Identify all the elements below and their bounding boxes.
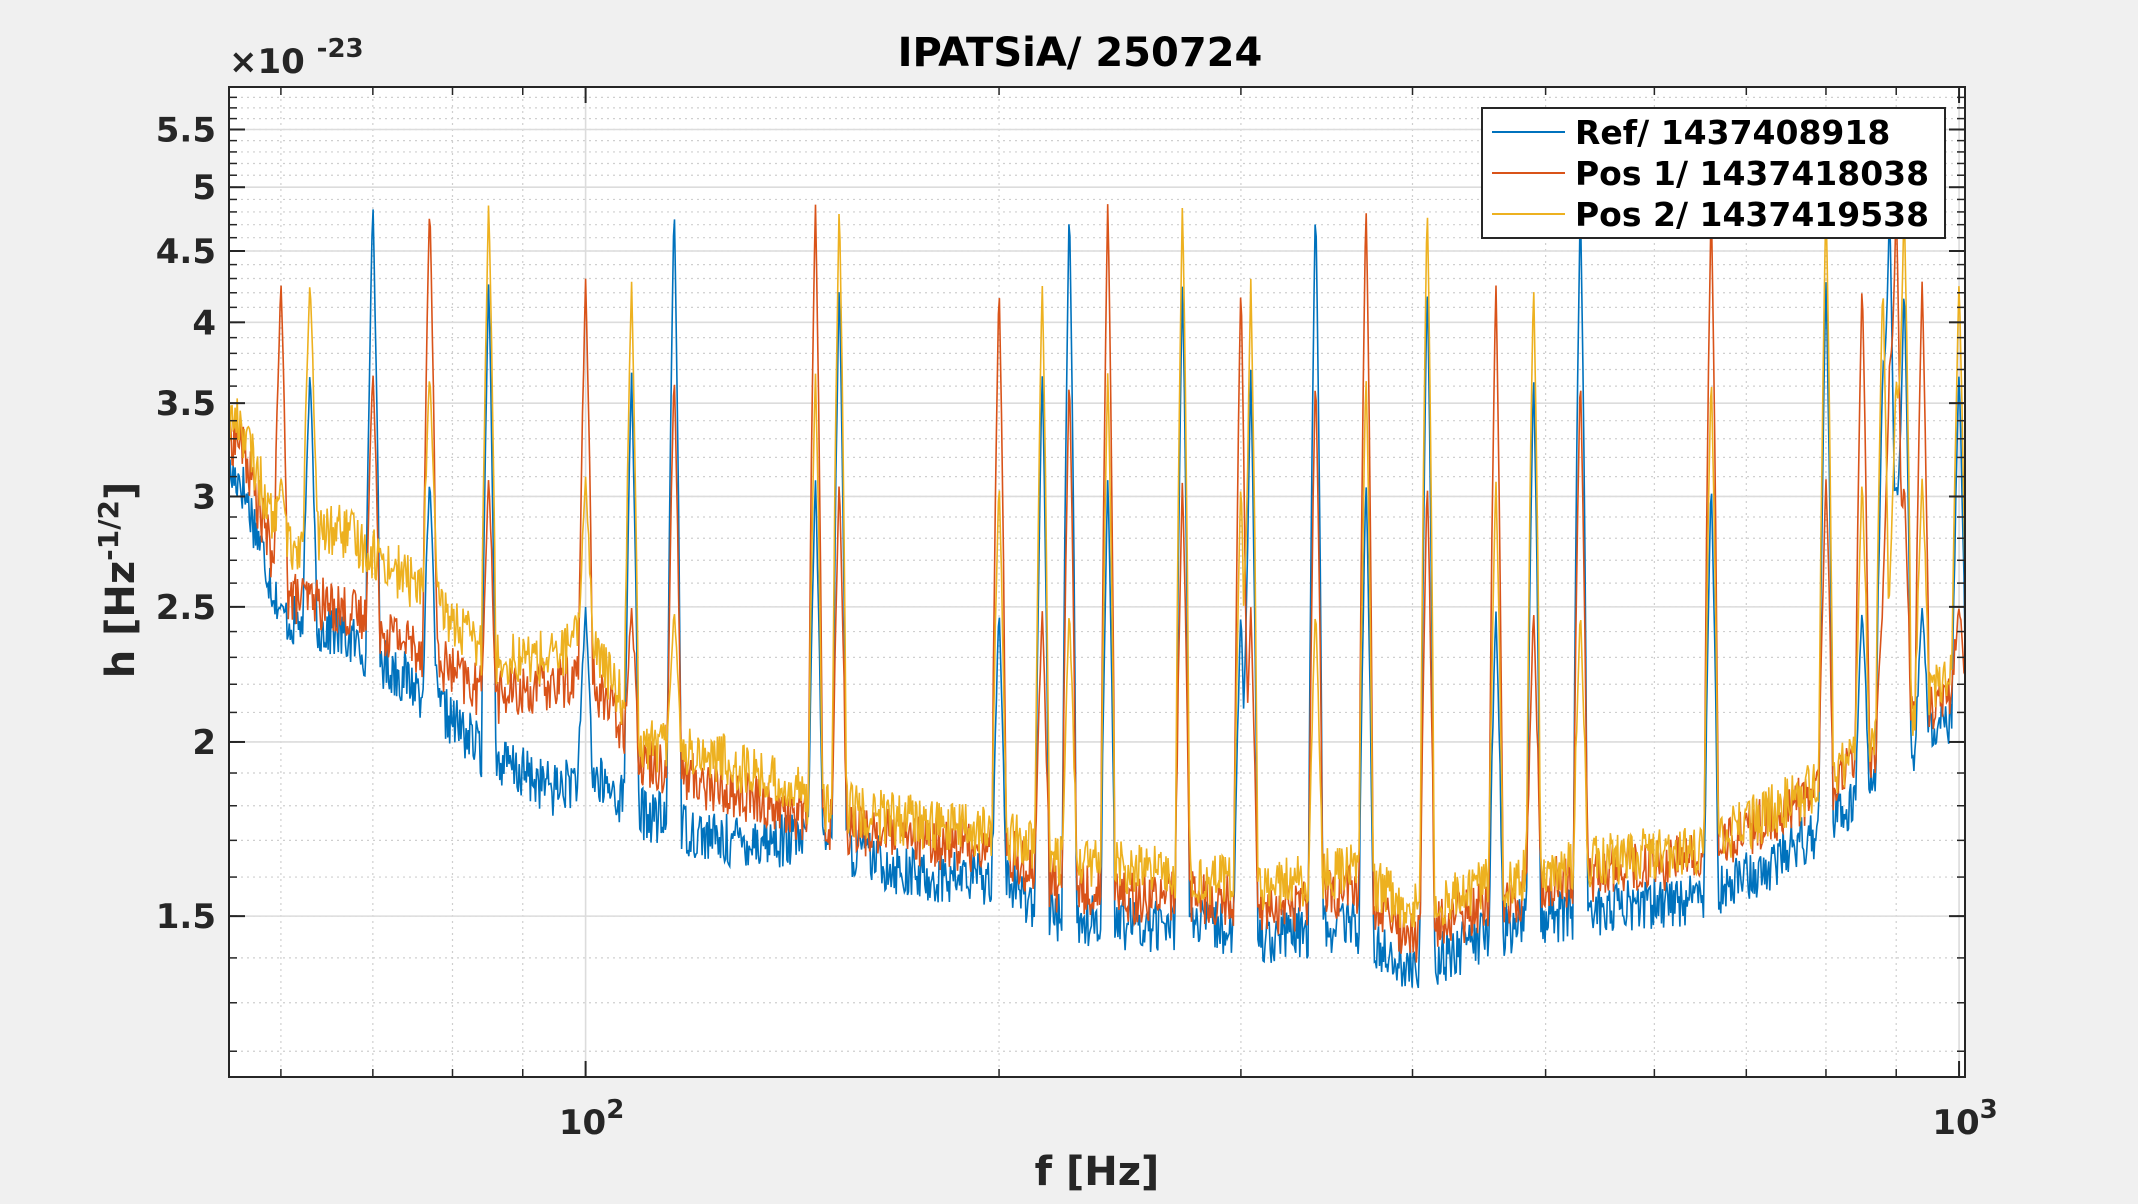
series-line-3 bbox=[229, 203, 1965, 928]
x-tick-label: 102 bbox=[559, 1095, 624, 1143]
series-layer bbox=[229, 203, 1965, 989]
x-axis-label: f [Hz] bbox=[1035, 1149, 1160, 1195]
y-exponent-base: ×10 bbox=[229, 42, 305, 82]
x-tick-label: 103 bbox=[1932, 1095, 1997, 1143]
y-tick-label: 1.5 bbox=[156, 897, 216, 937]
y-tick-labels: 1.5 2 2.5 3 3.5 4 4.5 5 5.5 bbox=[156, 111, 216, 938]
y-axis-label-group: h [Hz-1/2] bbox=[92, 482, 144, 679]
series-line-1 bbox=[229, 207, 1965, 989]
legend-label-1: Ref/ 1437408918 bbox=[1575, 113, 1890, 152]
y-tick-label: 3.5 bbox=[156, 384, 216, 424]
y-tick-label: 4.5 bbox=[156, 232, 216, 272]
y-exponent-label: ×10 -23 bbox=[229, 34, 364, 82]
y-axis-label-main: h [Hz bbox=[98, 561, 144, 678]
chart-title: IPATSiA/ 250724 bbox=[898, 30, 1263, 76]
x-tick-labels: 102 103 bbox=[559, 1095, 1998, 1143]
legend-label-3: Pos 2/ 1437419538 bbox=[1575, 195, 1929, 234]
y-tick-label: 2.5 bbox=[156, 588, 216, 628]
x-tick-label-exponent: 3 bbox=[1980, 1095, 1998, 1125]
y-exponent-power: -23 bbox=[317, 34, 364, 64]
series-line-2 bbox=[229, 204, 1965, 963]
major-grid bbox=[229, 87, 1965, 1077]
axis-ticks bbox=[229, 87, 1965, 1077]
axes-box bbox=[228, 86, 1966, 1078]
legend-label-2: Pos 1/ 1437418038 bbox=[1575, 154, 1929, 193]
x-tick-label-base: 10 bbox=[1932, 1103, 1979, 1143]
y-tick-label: 5 bbox=[192, 168, 216, 208]
y-axis-label: h [Hz-1/2] bbox=[92, 482, 144, 679]
x-tick-label-exponent: 2 bbox=[606, 1095, 624, 1125]
y-axis-label-superscript: -1/2 bbox=[92, 500, 125, 561]
y-tick-label: 2 bbox=[192, 723, 216, 763]
x-tick-label-base: 10 bbox=[559, 1103, 606, 1143]
y-tick-label: 5.5 bbox=[156, 111, 216, 151]
y-tick-label: 4 bbox=[192, 303, 216, 343]
y-axis-label-end: ] bbox=[98, 482, 144, 500]
y-tick-label: 3 bbox=[192, 477, 216, 517]
